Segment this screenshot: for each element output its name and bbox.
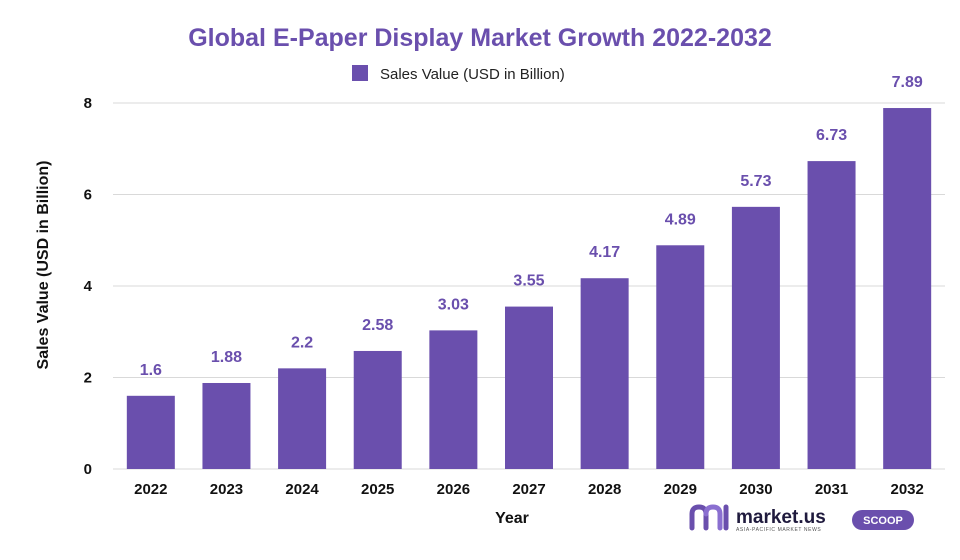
- x-tick-label-2030: 2030: [739, 481, 772, 498]
- data-labels: 1.6 1.88 2.2 2.58 3.03 3.55 4.17 4.89 5.73 6.73 7.…: [140, 74, 923, 379]
- bars: [126, 108, 932, 470]
- y-tick-label: 0: [84, 461, 92, 478]
- bar-2028: [580, 278, 629, 469]
- bar-2031: [807, 161, 856, 470]
- bar-2023: [202, 382, 251, 469]
- gridlines: [113, 102, 945, 470]
- data-label-2026: 3.03: [438, 296, 469, 313]
- y-tick-label: 2: [84, 370, 92, 387]
- scoop-badge: [852, 510, 914, 530]
- data-label-2028: 4.17: [589, 244, 620, 261]
- legend-swatch: [352, 65, 368, 81]
- x-tick-label-2024: 2024: [285, 481, 319, 498]
- market-us-logo-icon: [689, 504, 729, 531]
- x-axis-ticks: 2022 2023 2024 2025 2026 2027 2028 2029 2030 2031…: [134, 481, 924, 498]
- bar-2026: [429, 330, 478, 469]
- bar-2032: [883, 108, 932, 469]
- x-tick-label-2027: 2027: [512, 481, 545, 498]
- data-label-2032: 7.89: [892, 74, 923, 91]
- chart-title: Global E-Paper Display Market Growth 202…: [188, 24, 772, 52]
- data-label-2023: 1.88: [211, 349, 242, 366]
- x-tick-label-2026: 2026: [437, 481, 470, 498]
- brand-logo: market.us ASIA-PACIFIC MARKET NEWS SCOOP: [689, 504, 914, 533]
- y-axis-ticks: 0 2 4 6 8: [84, 95, 93, 478]
- bar-2024: [278, 368, 327, 469]
- x-tick-label-2022: 2022: [134, 481, 167, 498]
- brand-tagline: ASIA-PACIFIC MARKET NEWS: [736, 527, 821, 533]
- y-tick-label: 6: [84, 187, 92, 204]
- data-label-2029: 4.89: [665, 211, 696, 228]
- x-axis-title: Year: [495, 510, 529, 527]
- x-tick-label-2031: 2031: [815, 481, 848, 498]
- y-axis-title: Sales Value (USD in Billion): [35, 161, 52, 370]
- data-label-2030: 5.73: [740, 173, 771, 190]
- legend-label: Sales Value (USD in Billion): [380, 66, 565, 83]
- bar-2030: [731, 206, 780, 470]
- bar-2029: [656, 245, 705, 469]
- bar-2025: [353, 350, 402, 469]
- x-tick-label-2028: 2028: [588, 481, 621, 498]
- bar-2027: [505, 306, 553, 469]
- data-label-2022: 1.6: [140, 362, 162, 379]
- data-label-2027: 3.55: [513, 273, 544, 290]
- y-tick-label: 4: [84, 278, 93, 295]
- data-label-2024: 2.2: [291, 334, 313, 351]
- x-tick-label-2023: 2023: [210, 481, 243, 498]
- x-tick-label-2025: 2025: [361, 481, 394, 498]
- legend: Sales Value (USD in Billion): [352, 65, 565, 83]
- data-label-2031: 6.73: [816, 127, 847, 144]
- scoop-badge-label: SCOOP: [863, 515, 903, 527]
- bar-2022: [126, 395, 175, 469]
- data-label-2025: 2.58: [362, 317, 393, 334]
- brand-name: market.us: [736, 507, 826, 528]
- y-tick-label: 8: [84, 95, 92, 112]
- x-tick-label-2029: 2029: [664, 481, 697, 498]
- x-tick-label-2032: 2032: [890, 481, 923, 498]
